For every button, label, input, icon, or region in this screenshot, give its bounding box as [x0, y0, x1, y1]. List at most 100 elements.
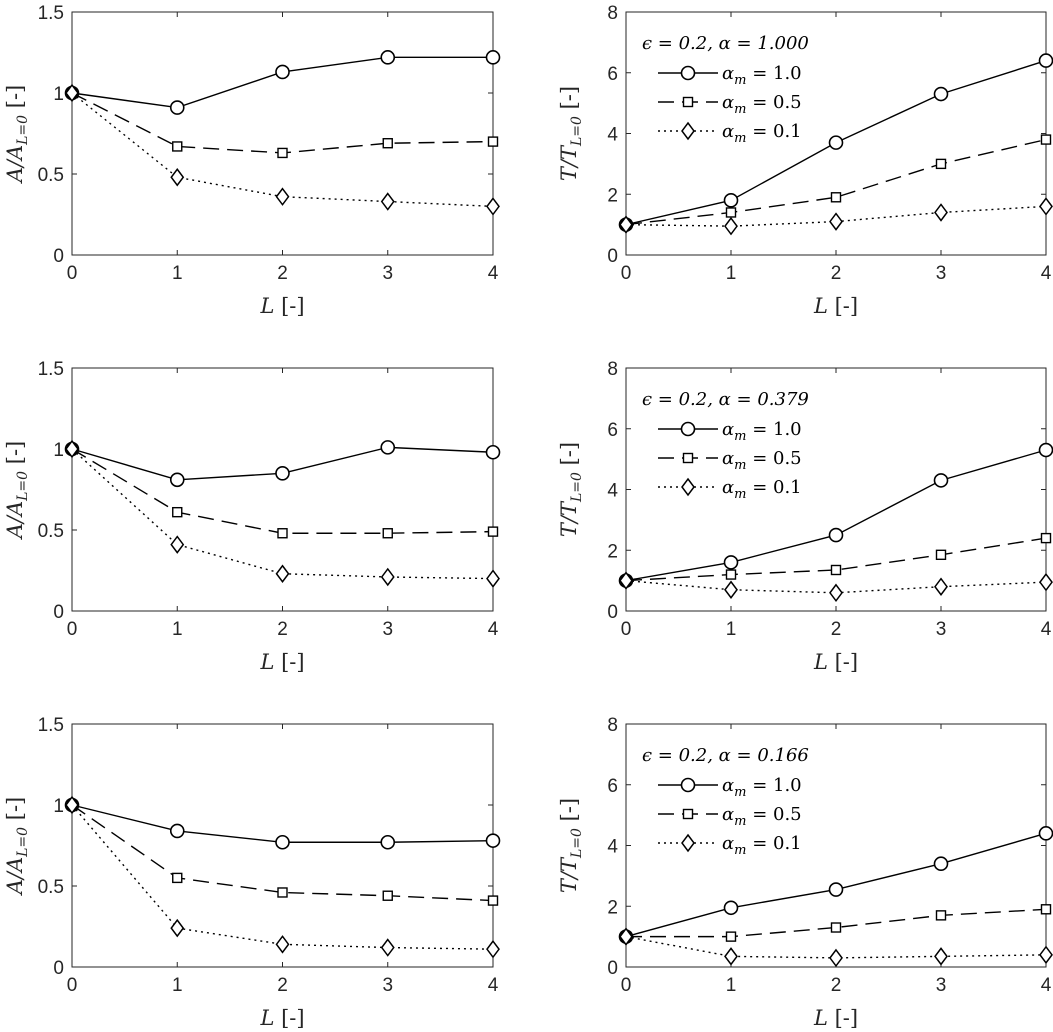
- data-point: [486, 197, 500, 216]
- chart-panel-5: 0 1 2 3 4 0 0.5 1 1.5 L [-] A/AL=0 [-]: [3, 715, 501, 1030]
- data-point: [828, 135, 844, 150]
- y-tick-label: 0: [607, 246, 618, 267]
- data-point: [725, 207, 737, 218]
- data-point: [935, 910, 947, 921]
- y-tick-label: 4: [607, 481, 618, 502]
- y-tick-label: 0.5: [38, 877, 64, 898]
- data-point: [619, 927, 633, 946]
- data-point: [380, 834, 396, 850]
- y-axis-label: T/TL=0 [-]: [557, 798, 585, 893]
- y-axis-label: A/AL=0 [-]: [3, 797, 31, 897]
- data-point: [172, 872, 183, 884]
- legend-item-3: αm = 0.1: [658, 477, 802, 502]
- data-point: [380, 192, 395, 211]
- legend-marker: [682, 96, 694, 108]
- y-tick-label: 2: [607, 897, 618, 918]
- data-point: [170, 918, 185, 938]
- x-tick-label: 0: [621, 263, 632, 284]
- y-tick-label: 4: [607, 125, 618, 146]
- legend-item-1: αm = 1.0: [658, 775, 802, 800]
- legend-item-2: αm = 0.5: [658, 804, 802, 829]
- chart-panel-6: 0 1 2 3 4 0 2 4 6 8 L [-] T/TL=0 [-] ϵ = 0.2, α = 0.…: [557, 715, 1053, 1030]
- data-point: [1038, 53, 1053, 68]
- series-3: [65, 83, 500, 216]
- x-tick-label: 2: [277, 263, 288, 284]
- x-tick-label: 3: [382, 975, 393, 996]
- legend-title: ϵ = 0.2, α = 1.000: [642, 33, 809, 54]
- y-tick-label: 1: [53, 796, 64, 817]
- data-point: [485, 50, 501, 65]
- series-3: [65, 439, 500, 588]
- legend-label: αm = 0.1: [722, 833, 802, 858]
- data-point: [723, 900, 739, 916]
- y-tick-label: 0.5: [38, 521, 64, 542]
- legend-item-1: αm = 1.0: [658, 63, 802, 88]
- data-point: [487, 526, 499, 537]
- legend-marker: [681, 477, 695, 497]
- x-axis-label: L [-]: [259, 294, 304, 318]
- data-point: [277, 528, 288, 539]
- data-point: [65, 795, 79, 815]
- data-point: [380, 567, 395, 587]
- x-tick-label: 1: [726, 619, 737, 640]
- x-tick-label: 1: [172, 263, 183, 284]
- x-tick-label: 3: [936, 263, 947, 284]
- x-tick-label: 0: [621, 619, 632, 640]
- y-axis-label: T/TL=0 [-]: [557, 442, 585, 537]
- legend: ϵ = 0.2, α = 1.000 αm = 1.0 αm = 0.5 αm = 0…: [642, 33, 809, 146]
- x-tick-label: 4: [1041, 263, 1052, 284]
- x-tick-label: 2: [831, 619, 842, 640]
- legend-marker: [680, 421, 696, 437]
- data-point: [934, 947, 948, 966]
- data-point: [485, 833, 501, 848]
- legend-item-1: αm = 1.0: [658, 419, 802, 444]
- chart-panel-4: 0 1 2 3 4 0 2 4 6 8 L [-] T/TL=0 [-] ϵ = 0.2, α = 0.…: [557, 359, 1053, 674]
- y-tick-label: 8: [607, 3, 618, 24]
- data-point: [487, 136, 499, 147]
- data-point: [380, 938, 395, 957]
- legend-label: αm = 1.0: [722, 63, 802, 88]
- data-point: [933, 856, 949, 872]
- data-point: [169, 823, 185, 839]
- y-tick-label: 0: [607, 602, 618, 623]
- series-2: [66, 87, 499, 159]
- data-point: [619, 571, 633, 590]
- y-tick-label: 0.5: [38, 165, 64, 186]
- data-point: [829, 948, 843, 968]
- data-point: [935, 549, 947, 561]
- series-2: [620, 532, 1052, 586]
- x-tick-label: 4: [1041, 975, 1052, 996]
- series-line: [71, 804, 494, 950]
- data-point: [933, 86, 949, 102]
- data-point: [1040, 532, 1052, 544]
- x-axis-label: L [-]: [813, 650, 858, 674]
- series-line: [625, 537, 1047, 582]
- series-3: [619, 927, 1053, 968]
- y-tick-label: 6: [607, 64, 618, 85]
- legend-label: αm = 0.5: [722, 448, 802, 473]
- y-tick-label: 1: [53, 440, 64, 461]
- legend-marker: [682, 452, 694, 464]
- data-point: [829, 583, 843, 603]
- legend: ϵ = 0.2, α = 0.379 αm = 1.0 αm = 0.5 αm = 0…: [642, 389, 809, 502]
- data-point: [485, 444, 501, 460]
- legend-label: αm = 0.5: [722, 92, 802, 117]
- data-point: [172, 141, 183, 152]
- series-line: [71, 448, 494, 580]
- data-point: [172, 506, 183, 518]
- data-point: [725, 931, 737, 942]
- x-tick-label: 3: [382, 619, 393, 640]
- data-point: [65, 439, 79, 459]
- x-tick-label: 2: [277, 975, 288, 996]
- data-point: [486, 569, 500, 588]
- y-tick-label: 6: [607, 420, 618, 441]
- chart-panel-1: 0 1 2 3 4 0 0.5 1 1.5 L [-] A/AL=0 [-]: [3, 3, 501, 318]
- y-axis-label: T/TL=0 [-]: [557, 86, 585, 181]
- y-tick-label: 1.5: [38, 715, 64, 736]
- x-tick-label: 2: [831, 975, 842, 996]
- x-tick-label: 2: [831, 263, 842, 284]
- x-tick-label: 1: [172, 619, 183, 640]
- legend-marker: [682, 808, 694, 820]
- data-point: [933, 473, 949, 488]
- x-tick-label: 2: [277, 619, 288, 640]
